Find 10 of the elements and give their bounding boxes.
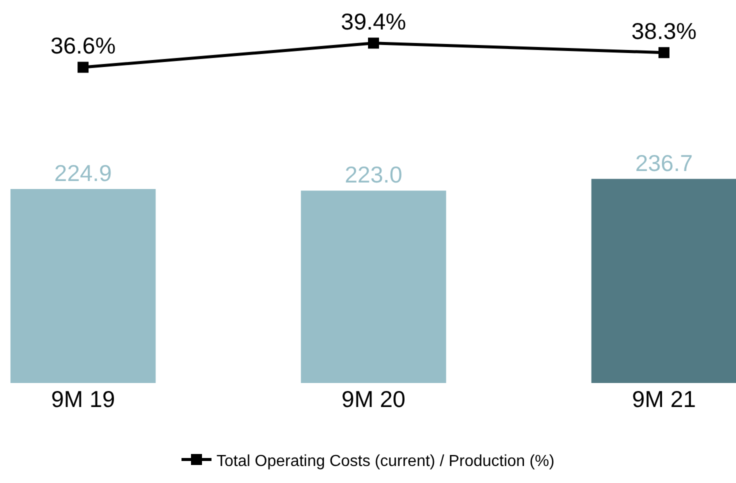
data-label: 36.6% (50, 32, 116, 59)
x-tick-label: 9M 21 (632, 386, 696, 412)
legend-label: Total Operating Costs (current) / Production (%) (216, 452, 554, 470)
data-label: 223.0 (344, 162, 402, 188)
data-label: 236.7 (635, 150, 693, 176)
data-label: 39.4% (340, 8, 406, 35)
data-label: 224.9 (54, 160, 112, 186)
x-tick-label: 9M 20 (342, 386, 406, 412)
data-label: 38.3% (631, 18, 697, 44)
x-tick-label: 9M 19 (51, 386, 116, 412)
